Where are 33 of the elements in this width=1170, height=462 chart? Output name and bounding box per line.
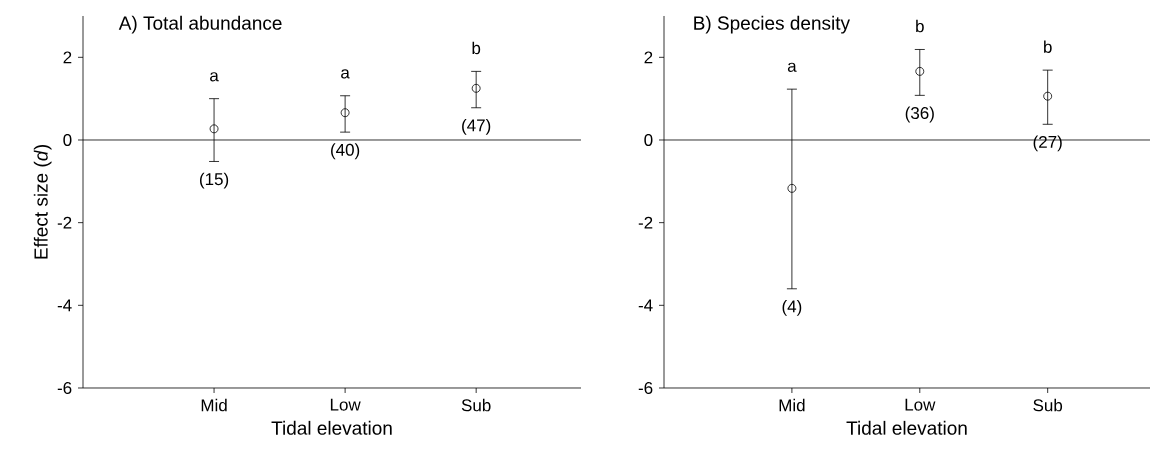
chart-title: B) Species density <box>694 15 850 34</box>
x-axis-title: Tidal elevation <box>271 420 392 435</box>
y-tick-label: 2 <box>63 51 72 64</box>
y-tick-label: -6 <box>57 381 72 395</box>
x-tick-label: Low <box>905 398 936 411</box>
annotation: a <box>787 62 797 72</box>
annotation: (27) <box>1033 135 1062 152</box>
annotation: b <box>1044 40 1052 53</box>
annotation: a <box>341 69 350 79</box>
y-tick-label: -4 <box>638 299 653 312</box>
x-tick-label: Mid <box>779 398 805 412</box>
y-tick-label: -6 <box>638 381 653 395</box>
y-tick-label: 0 <box>644 133 653 147</box>
y-tick-label: 0 <box>63 133 72 147</box>
annotation: (36) <box>905 106 934 123</box>
annotation: (4) <box>782 299 802 316</box>
y-tick-label: -2 <box>638 216 653 229</box>
x-tick-label: Low <box>330 398 361 411</box>
annotation: (40) <box>331 143 360 160</box>
annotation: (47) <box>462 118 491 135</box>
x-tick-label: Sub <box>1033 398 1063 412</box>
annotation: a <box>210 72 219 82</box>
y-tick-label: -4 <box>57 299 72 312</box>
annotation: (15) <box>200 172 229 189</box>
x-tick-label: Sub <box>461 398 491 412</box>
y-axis-title: Effect size (d) <box>33 145 52 259</box>
y-tick-label: -2 <box>57 216 72 229</box>
annotation: b <box>472 41 481 55</box>
y-tick-label: 2 <box>644 51 653 64</box>
x-axis-title: Tidal elevation <box>846 420 967 435</box>
x-tick-label: Mid <box>201 398 227 412</box>
chart-title: A) Total abundance <box>118 15 282 34</box>
annotation: b <box>916 19 924 33</box>
